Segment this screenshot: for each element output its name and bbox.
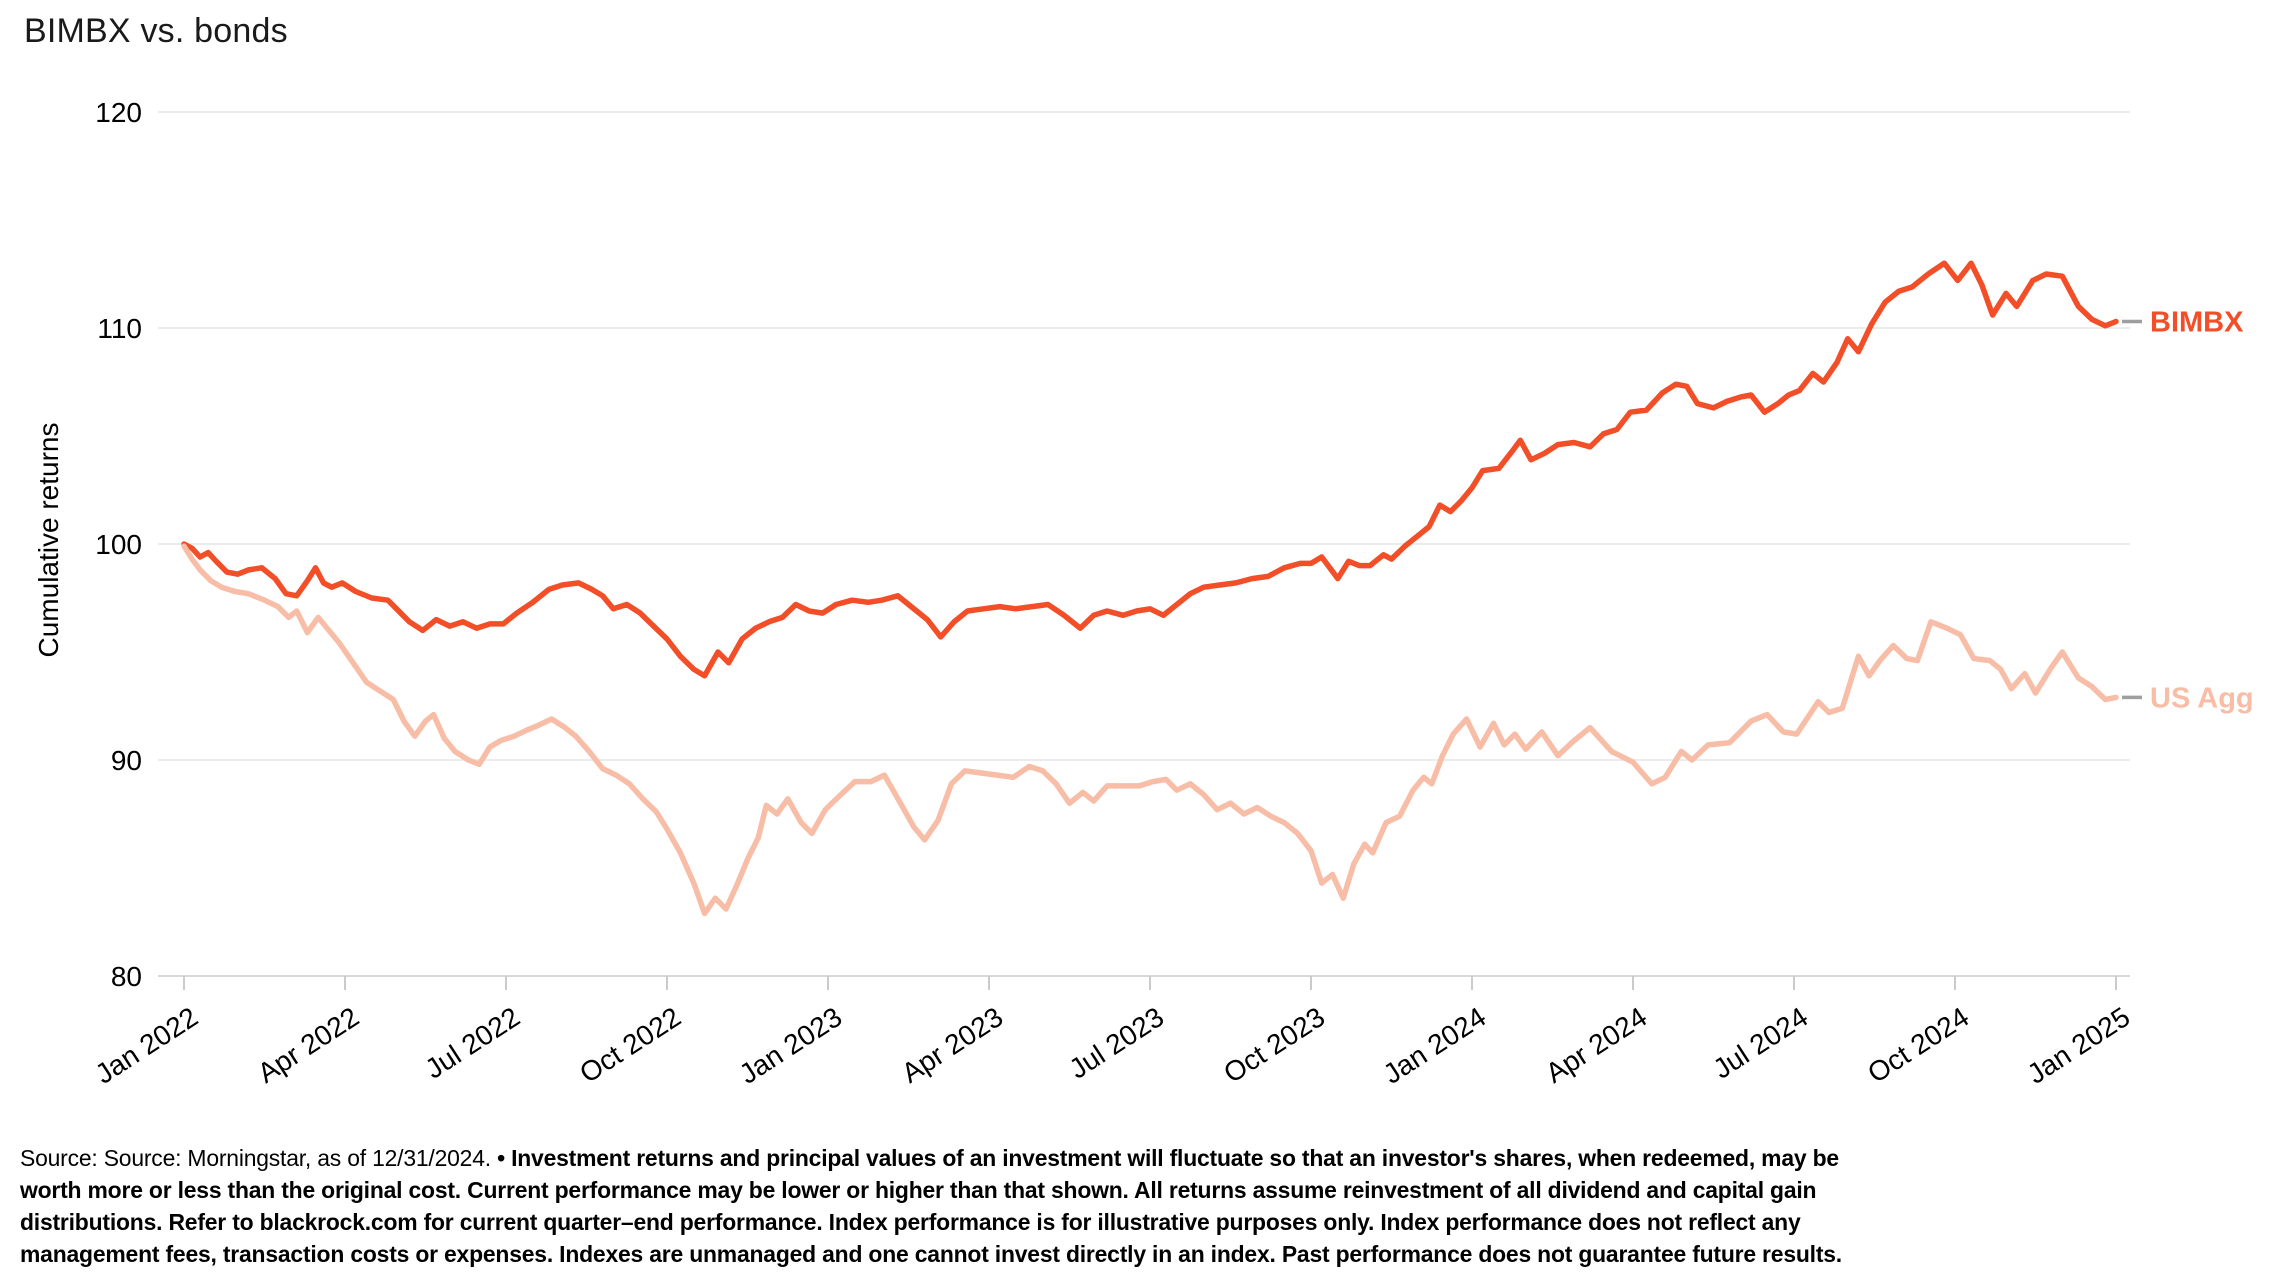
x-tick-label: Jul 2022 bbox=[420, 1001, 526, 1085]
us-agg-series-label: US Agg bbox=[2150, 682, 2254, 714]
x-tick-label: Jan 2024 bbox=[1378, 1001, 1492, 1090]
x-tick-label: Apr 2022 bbox=[252, 1001, 364, 1089]
us-agg-line bbox=[181, 543, 2119, 917]
x-tick-label: Oct 2023 bbox=[1218, 1001, 1330, 1089]
x-tick-label: Apr 2023 bbox=[896, 1001, 1008, 1089]
footer-bold-text: worth more or less than the original cos… bbox=[20, 1177, 1817, 1203]
x-tick-label: Apr 2024 bbox=[1540, 1001, 1652, 1089]
x-tick-label: Jan 2022 bbox=[90, 1001, 204, 1090]
footer-line: Source: Source: Morningstar, as of 12/31… bbox=[20, 1142, 2259, 1174]
y-tick-label: 110 bbox=[97, 313, 142, 344]
footer-bold-text: • Investment returns and principal value… bbox=[497, 1145, 1839, 1171]
y-tick-label: 100 bbox=[95, 529, 142, 560]
footer-disclaimer: Source: Source: Morningstar, as of 12/31… bbox=[20, 1142, 2268, 1270]
footer-line: management fees, transaction costs or ex… bbox=[20, 1238, 2259, 1270]
footer-bold-text: distributions. Refer to blackrock.com fo… bbox=[20, 1209, 1801, 1235]
x-tick-label: Oct 2024 bbox=[1862, 1001, 1974, 1089]
bimbx-series-label: BIMBX bbox=[2150, 307, 2244, 339]
x-tick-label: Jan 2023 bbox=[734, 1001, 848, 1090]
x-tick-label: Jul 2023 bbox=[1064, 1001, 1170, 1085]
x-tick-label: Oct 2022 bbox=[574, 1001, 686, 1089]
footer-bold-text: management fees, transaction costs or ex… bbox=[20, 1241, 1842, 1267]
y-tick-label: 80 bbox=[111, 961, 142, 992]
bimbx-line bbox=[181, 260, 2119, 679]
footer-source-text: Source: Source: Morningstar, as of 12/31… bbox=[20, 1145, 498, 1171]
y-tick-label: 120 bbox=[95, 97, 142, 128]
x-tick-label: Jul 2024 bbox=[1708, 1001, 1814, 1085]
footer-line: distributions. Refer to blackrock.com fo… bbox=[20, 1206, 2259, 1238]
chart-title: BIMBX vs. bonds bbox=[24, 12, 288, 50]
x-tick-label: Jan 2025 bbox=[2022, 1001, 2136, 1090]
y-axis-label: Cumulative returns bbox=[33, 423, 64, 658]
footer-line: worth more or less than the original cos… bbox=[20, 1174, 2259, 1206]
y-tick-label: 90 bbox=[111, 745, 142, 776]
